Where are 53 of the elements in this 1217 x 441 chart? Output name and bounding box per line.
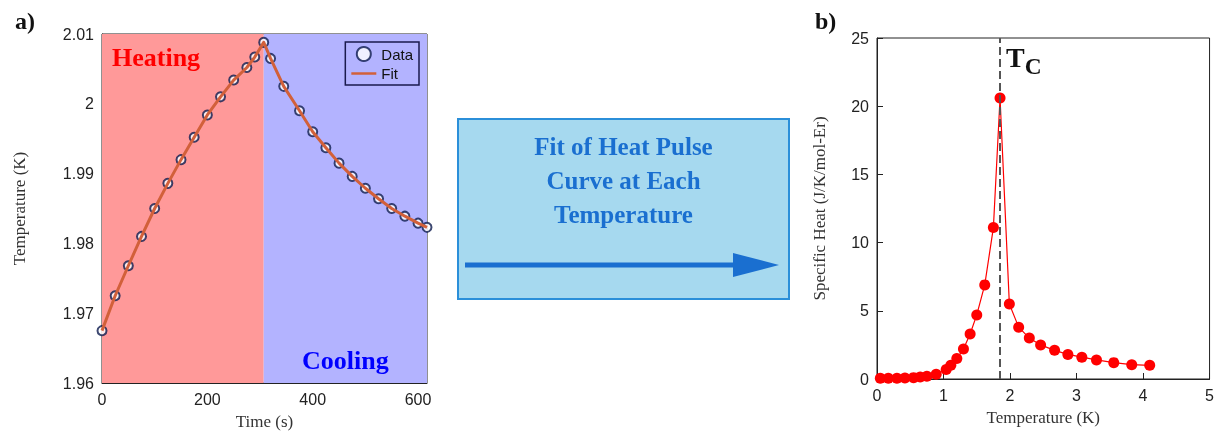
y-tick-label: 2	[85, 95, 95, 113]
x-tick-label: 3	[1072, 386, 1082, 404]
point	[979, 279, 991, 291]
point	[930, 368, 942, 380]
x-tick-label: 1	[939, 386, 949, 404]
y-axis-title: Specific Heat (J/K/mol-Er)	[810, 116, 829, 301]
point	[951, 353, 963, 365]
y-axis-title: Temperature (K)	[10, 151, 29, 266]
point	[1126, 359, 1138, 371]
y-tick-label: 10	[851, 234, 870, 252]
y-tick-label: 1.96	[62, 374, 95, 392]
point	[945, 359, 957, 371]
y-tick-label: 0	[860, 370, 870, 388]
x-tick-label: 600	[404, 390, 432, 408]
x-tick-label: 200	[194, 390, 221, 408]
x-axis-title: Time (s)	[235, 412, 294, 431]
legend-label: Data	[381, 45, 414, 63]
band-label: Cooling	[302, 345, 389, 375]
point	[1035, 339, 1047, 351]
point	[1076, 351, 1088, 363]
legend-label: Fit	[381, 65, 399, 82]
point	[1062, 348, 1074, 360]
y-tick-label: 25	[851, 29, 870, 47]
x-tick-label: 0	[97, 390, 107, 408]
point	[1144, 359, 1156, 371]
point	[1108, 357, 1120, 369]
y-tick-label: 1.97	[62, 304, 95, 322]
chart-title: a)	[15, 8, 35, 34]
y-tick-label: 20	[851, 97, 870, 115]
y-tick-label: 2.01	[62, 25, 95, 43]
point	[987, 222, 999, 234]
x-tick-label: 5	[1205, 386, 1215, 404]
point	[957, 343, 969, 355]
x-tick-label: 400	[299, 390, 327, 408]
point	[964, 328, 976, 340]
ref-line-label: T$_{C}$	[1006, 42, 1042, 81]
point	[1090, 354, 1102, 366]
x-tick-label: 2	[1005, 386, 1015, 404]
point	[1003, 298, 1015, 310]
point	[1049, 344, 1061, 356]
x-tick-label: 0	[872, 386, 882, 404]
x-tick-label: 4	[1138, 386, 1148, 404]
x-axis-title: Temperature (K)	[986, 408, 1101, 427]
point	[1023, 332, 1035, 344]
chart-title: b)	[815, 8, 837, 34]
y-tick-label: 1.98	[62, 234, 95, 252]
y-tick-label: 15	[851, 165, 870, 183]
point	[971, 309, 983, 321]
band-label: Heating	[112, 42, 201, 72]
point	[1013, 321, 1025, 333]
y-tick-label: 1.99	[62, 165, 95, 183]
y-tick-label: 5	[860, 302, 870, 320]
text: Fit of Heat Pulse Curve at Each Temperature	[533, 132, 714, 230]
